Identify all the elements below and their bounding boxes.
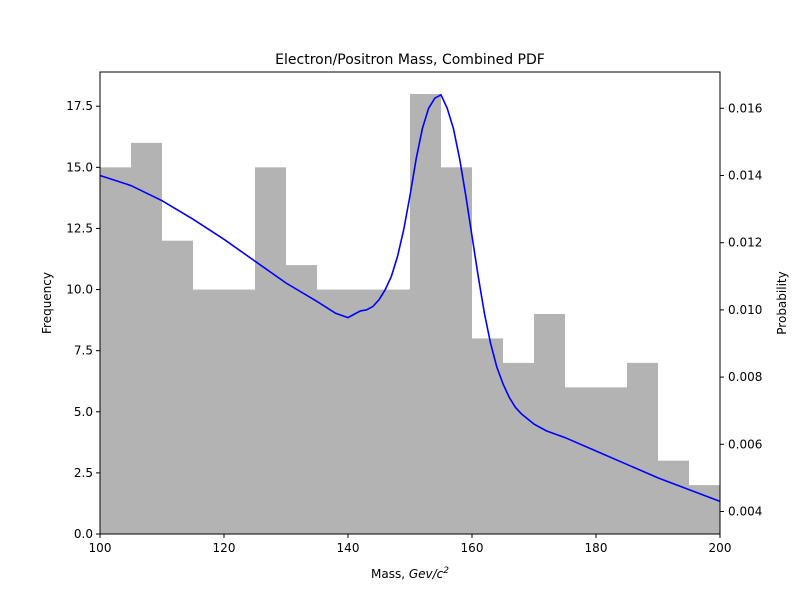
y-tick-label: 7.5 [74, 344, 93, 358]
histogram-bar [379, 289, 410, 534]
pdf-curve-group [99, 93, 721, 503]
x-axis-label-exponent: 2 [443, 566, 449, 576]
histogram-bar [224, 289, 255, 534]
x-tick-label: 200 [709, 541, 732, 555]
histogram-bar [131, 142, 162, 534]
x-tick-label: 100 [89, 541, 112, 555]
x-axis-ticks: 100 120 140 160 180 200 [89, 534, 732, 555]
histogram-bar [100, 167, 131, 535]
histogram-bar [503, 362, 534, 534]
chart-title: Electron/Positron Mass, Combined PDF [275, 52, 545, 68]
x-tick-label: 160 [461, 541, 484, 555]
histogram-bar [348, 289, 379, 534]
histogram-bar [565, 387, 596, 534]
histogram-bar [317, 289, 348, 534]
x-axis-label-variable: Gev/c [409, 567, 444, 581]
histogram-bar [255, 167, 286, 535]
x-tick-label: 140 [337, 541, 360, 555]
y-tick-label: 0.0 [74, 527, 93, 541]
plot-frame [99, 71, 721, 535]
histogram-bar [534, 314, 565, 534]
histogram-bar [596, 387, 627, 534]
y2-tick-label: 0.012 [728, 236, 762, 250]
x-tick-label: 180 [585, 541, 608, 555]
y2-tick-label: 0.006 [728, 437, 762, 451]
pdf-curve-line [99, 93, 721, 503]
y2-tick-label: 0.004 [728, 504, 762, 518]
y2-axis-ticks: 0.004 0.006 0.008 0.010 0.012 0.014 0.016 [720, 101, 762, 518]
histogram-bar [193, 289, 224, 534]
y-tick-label: 10.0 [66, 283, 93, 297]
histogram-bar [627, 362, 658, 534]
histogram-bars [100, 94, 720, 535]
histogram-bar [441, 167, 472, 535]
histogram-bar [410, 94, 441, 534]
y2-tick-label: 0.016 [728, 101, 762, 115]
y-tick-label: 17.5 [66, 99, 93, 113]
histogram-bar [162, 240, 193, 534]
histogram-bar [472, 338, 503, 534]
histogram-bar [689, 485, 720, 534]
y2-tick-label: 0.014 [728, 168, 762, 182]
x-axis-label-prefix: Mass, [371, 567, 409, 581]
y-tick-label: 12.5 [66, 221, 93, 235]
histogram-bar [658, 460, 689, 534]
y2-tick-label: 0.008 [728, 370, 762, 384]
y-tick-label: 5.0 [74, 405, 93, 419]
x-axis-label: Mass, Gev/c2 [371, 566, 449, 581]
histogram-bar [286, 265, 317, 534]
y2-axis-label: Probability [775, 271, 789, 334]
y2-tick-label: 0.010 [728, 303, 762, 317]
y-axis-label: Frequency [40, 272, 54, 334]
x-tick-label: 120 [213, 541, 236, 555]
y-tick-label: 2.5 [74, 466, 93, 480]
y-tick-label: 15.0 [66, 160, 93, 174]
y-axis-ticks: 0.0 2.5 5.0 7.5 10.0 12.5 15.0 17.5 [66, 99, 100, 541]
